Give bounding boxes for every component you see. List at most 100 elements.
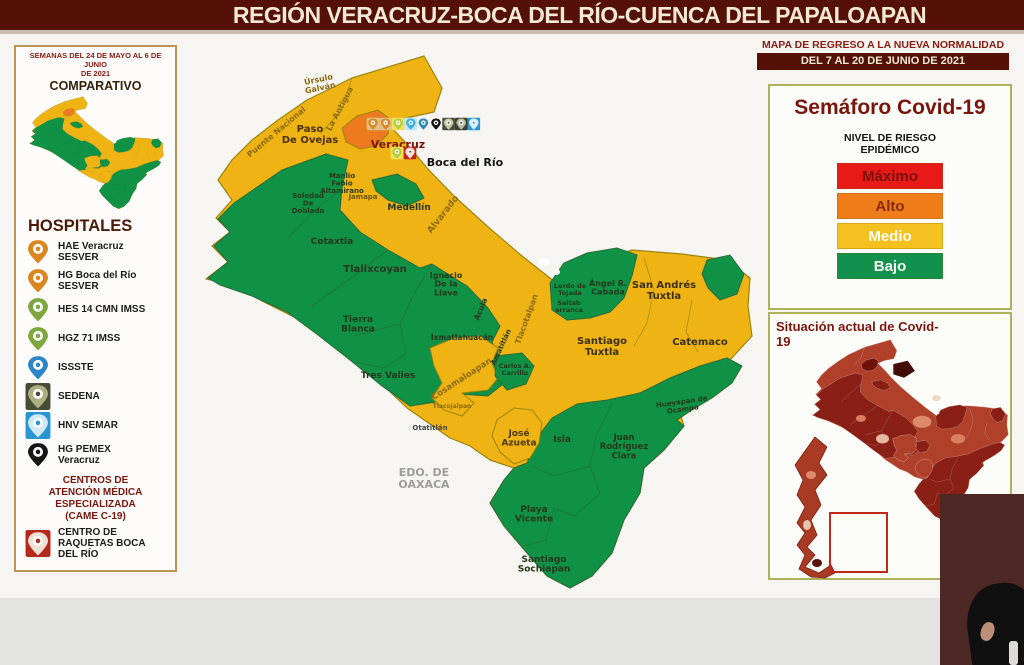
salmon-patch <box>855 415 866 422</box>
hospital-pin-icon <box>28 327 48 351</box>
map-label: Tlacojalpan <box>433 403 472 410</box>
hospital-pin-icon <box>25 530 51 557</box>
title-bar: REGIÓN VERACRUZ-BOCA DEL RÍO-CUENCA DEL … <box>0 0 1024 30</box>
bottom-gray-band <box>0 598 1024 665</box>
hospital-name: HG PEMEX Veracruz <box>58 443 111 466</box>
hospital-pin-icon <box>28 240 48 264</box>
map-label: Ixmatlahuacán <box>431 333 493 342</box>
map-label: Manlio Fabio Altamirano <box>320 172 364 195</box>
hospital-map-pin <box>391 117 405 131</box>
municipal-borders <box>287 187 613 547</box>
risk-level-bar: Alto <box>837 193 943 219</box>
map-label: Lerdo de Tejada <box>554 282 587 297</box>
hospital-map-pin <box>404 117 418 131</box>
hospital-pin-icon <box>28 269 48 293</box>
map-label: José Azueta <box>501 428 536 449</box>
title-underline <box>0 30 1024 34</box>
came-center-item: CENTRO DE RAQUETAS BOCA DEL RÍO <box>16 527 175 560</box>
regreso-date-bar: DEL 7 AL 20 DE JUNIO DE 2021 <box>757 53 1009 70</box>
hospital-pin-icon <box>25 412 51 439</box>
hospital-map-pin <box>418 118 429 130</box>
hospitals-heading: HOSPITALES <box>28 217 133 235</box>
hospital-map-pin <box>454 117 468 131</box>
hospital-map-pin <box>379 117 392 131</box>
hospital-name: SEDENA <box>58 391 100 402</box>
map-label: Saltab arranca <box>555 299 583 314</box>
hospital-list-item: HNV SEMAR <box>25 412 173 439</box>
municipalities-bajo-west-group <box>207 153 509 407</box>
map-label: Jamapa <box>347 193 377 201</box>
municipal-borders-yellow <box>319 77 699 353</box>
map-label: Cotaxtla <box>311 237 353 247</box>
salmon-patch <box>950 434 966 444</box>
hospital-list-item: SEDENA <box>25 383 173 410</box>
hospital-list-item: ISSSTE <box>25 354 173 381</box>
hospital-map-pin <box>366 117 380 131</box>
region-map-shape <box>205 55 753 589</box>
hospital-list-item: HAE Veracruz SESVER <box>25 238 173 265</box>
map-label: EDO. DE OAXACA <box>398 466 450 491</box>
hospital-map-pins <box>366 117 481 160</box>
risk-level-bars: Máximo Alto Medio Bajo <box>770 163 1010 279</box>
map-label: Medellín <box>387 203 430 213</box>
hospital-list-item: CENTRO DE RAQUETAS BOCA DEL RÍO <box>25 527 173 560</box>
map-label: Isla <box>553 435 571 445</box>
hospital-list-item: HG Boca del Río SESVER <box>25 267 173 294</box>
interpreter-shirt-edge <box>1009 641 1018 665</box>
hospital-list: HAE Veracruz SESVER HG Boca del Río SESVE… <box>16 238 175 468</box>
municipality-jose-azueta-medio <box>491 407 543 465</box>
hospital-map-pin <box>442 117 455 131</box>
municipality-cosamaloapan-medio <box>429 335 499 417</box>
hospitals-sidebar: SEMANAS DEL 24 DE MAYO AL 6 DE JUNIO DE … <box>14 45 177 572</box>
risk-level-bar: Máximo <box>837 163 943 189</box>
hospital-name: HGZ 71 IMSS <box>58 333 121 344</box>
map-label: Playa Vicente <box>515 505 553 525</box>
municipalities-bajo-northeast-group <box>549 247 638 321</box>
hospital-map-pin <box>390 146 404 160</box>
municipality-coastal-bajo-patch <box>701 254 745 301</box>
map-label: Santiago Sochiapan <box>518 555 571 575</box>
hospital-pin-icon <box>28 443 48 467</box>
comparative-mini-map <box>28 96 164 209</box>
sign-language-interpreter-video <box>940 494 1024 665</box>
municipalities-bajo-south-group <box>489 357 743 589</box>
map-label: Ignacio De la Llave <box>430 271 463 297</box>
municipality-carlos-a-carrillo-bajo <box>494 352 535 391</box>
region-highlight-rectangle <box>829 512 888 573</box>
map-label: Paso De Ovejas <box>282 124 339 146</box>
hospital-name: HES 14 CMN IMSS <box>58 304 146 315</box>
municipality-medellin-bajo <box>371 173 425 207</box>
hospital-pin-icon <box>28 356 48 380</box>
salmon-patch <box>912 415 932 428</box>
hospital-map-pin <box>431 118 441 130</box>
risk-level-bar: Bajo <box>837 253 943 279</box>
map-label: Ángel R. Cabada <box>589 277 627 297</box>
hospital-list-item: HES 14 CMN IMSS <box>25 296 173 323</box>
semaforo-title: Semáforo Covid-19 <box>794 96 986 119</box>
map-label: Soledad De Doblado <box>292 192 325 215</box>
coastal-lagoon <box>538 258 550 266</box>
hospital-pin-icon <box>25 383 51 410</box>
map-label: Tres Valles <box>361 371 415 381</box>
pale-patch <box>932 395 941 402</box>
hospital-name: HG Boca del Río SESVER <box>58 269 137 292</box>
map-label: Boca del Río <box>427 156 504 169</box>
map-label: Otatitlán <box>412 424 447 432</box>
coastal-lagoon <box>552 269 560 275</box>
came-heading: CENTROS DE ATENCIÓN MÉDICA ESPECIALIZADA… <box>48 475 143 522</box>
hospital-name: HNV SEMAR <box>58 420 119 431</box>
situacion-title: Situación actual de Covid- 19 <box>776 319 939 349</box>
map-label: Juan Rodríguez Clara <box>600 433 648 461</box>
hospital-list-item: HGZ 71 IMSS <box>25 325 173 352</box>
map-label: Tlalixcoyan <box>343 264 407 275</box>
hospital-map-pin <box>467 117 481 131</box>
risk-level-bar: Medio <box>837 223 943 249</box>
hospital-pin-icon <box>28 298 48 322</box>
map-label: Tierra Blanca <box>341 315 375 335</box>
risk-level-subtitle: NIVEL DE RIESGO EPIDÉMICO <box>844 132 936 156</box>
salmon-patch <box>876 434 889 444</box>
veracruz-state-mini-map <box>794 436 836 579</box>
regreso-header-line: MAPA DE REGRESO A LA NUEVA NORMALIDAD <box>761 39 1005 51</box>
hospital-name: ISSSTE <box>58 362 94 373</box>
